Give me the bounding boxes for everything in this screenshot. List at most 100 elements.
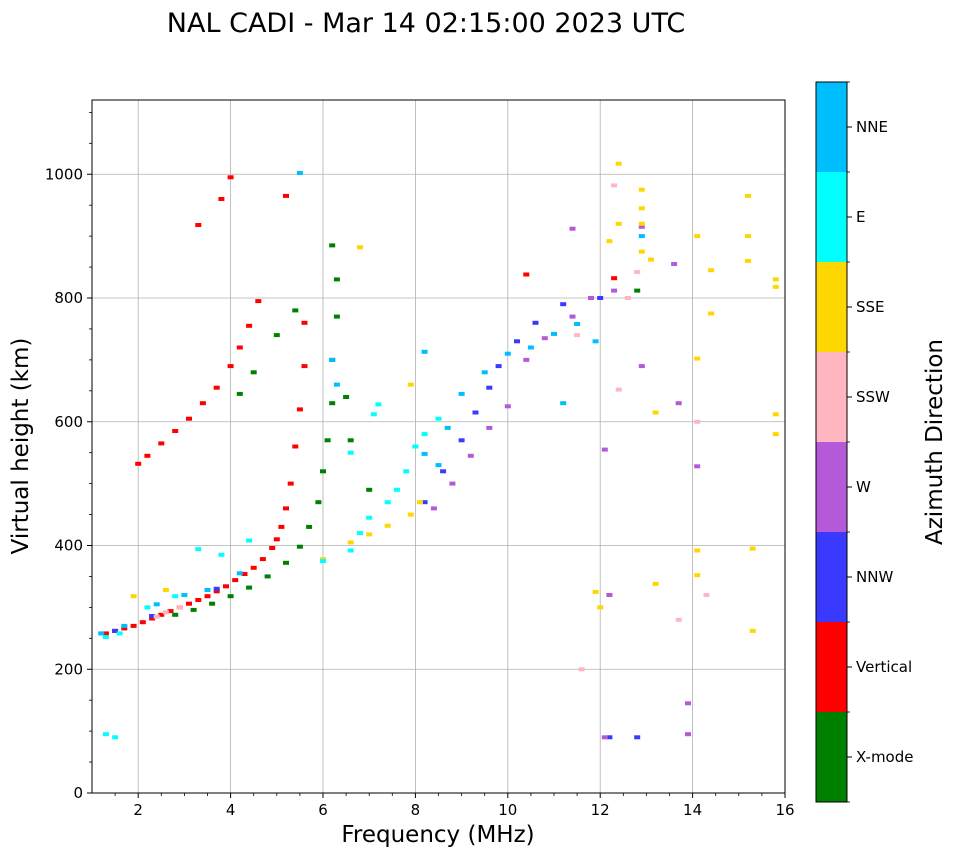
data-point-e [403, 469, 410, 474]
data-point-ssw [611, 183, 618, 188]
x-tick-label: 14 [683, 801, 702, 819]
data-point-vertical [213, 589, 220, 594]
colorbar-tick-label: X-mode [856, 748, 913, 766]
data-point-sse [417, 500, 423, 505]
data-point-sse [606, 239, 613, 244]
data-point-vertical [241, 572, 248, 576]
colorbar-label: Azimuth Direction [922, 339, 948, 545]
colorbar: X-mode Vertical NNW W SSW SSE E NNE [816, 81, 913, 803]
data-point-nnw [514, 339, 520, 344]
data-point-nne [296, 171, 303, 175]
x-tick-label: 10 [498, 801, 517, 819]
data-point-e [421, 432, 428, 437]
data-point-x-mode [333, 277, 340, 282]
data-point-e [320, 559, 326, 563]
data-point-vertical [195, 598, 202, 602]
data-point-w [638, 364, 645, 369]
x-tick-label: 2 [133, 801, 143, 819]
colorbar-segment-vertical [816, 622, 847, 712]
data-point-e [102, 732, 109, 737]
colorbar-tick-label: W [856, 478, 871, 496]
data-point-vertical [121, 626, 128, 631]
data-point-w [606, 593, 613, 597]
data-point-nne [435, 463, 442, 468]
data-point-vertical [296, 407, 303, 412]
data-point-ssw [703, 593, 710, 597]
data-point-e [412, 444, 419, 449]
colorbar-segment-sse [816, 262, 847, 352]
colorbar-segment-ssw [816, 352, 847, 442]
data-point-sse [597, 605, 604, 610]
data-point-w [569, 226, 576, 231]
data-point-nne [329, 357, 336, 362]
data-point-ssw [578, 667, 585, 672]
y-tick-label: 400 [54, 537, 83, 555]
data-point-x-mode [634, 288, 641, 293]
data-point-nnw [458, 438, 465, 443]
data-point-x-mode [296, 544, 303, 549]
data-point-nnw [532, 320, 539, 325]
data-point-vertical [172, 429, 179, 433]
data-point-w [638, 224, 645, 229]
data-point-x-mode [283, 560, 289, 565]
y-tick-label: 800 [54, 289, 83, 307]
data-point-ssw [162, 610, 169, 615]
data-point-x-mode [329, 401, 336, 406]
data-point-ssw [176, 605, 183, 610]
data-point-sse [162, 588, 169, 592]
data-point-w [694, 464, 701, 469]
data-point-nne [421, 349, 428, 354]
colorbar-frame [815, 81, 848, 803]
data-point-x-mode [292, 308, 299, 313]
data-point-x-mode [250, 370, 257, 375]
colorbar-tick-label: SSE [856, 298, 885, 316]
data-point-vertical [130, 623, 137, 628]
data-point-nne [204, 588, 211, 592]
data-point-e [435, 416, 442, 421]
data-point-vertical [102, 631, 109, 636]
data-point-sse [648, 257, 654, 262]
data-point-nnw [440, 469, 447, 474]
data-point-x-mode [324, 438, 331, 443]
colorbar-tick-label: SSW [856, 388, 890, 406]
data-point-vertical [227, 364, 234, 369]
colorbar-segment-x-mode [816, 712, 847, 802]
data-point-x-mode [209, 601, 216, 606]
colorbar-tick-label: NNE [856, 118, 888, 136]
data-point-sse [638, 249, 645, 254]
data-point-nne [236, 571, 243, 576]
data-point-vertical [199, 401, 206, 406]
data-point-ssw [624, 296, 631, 300]
data-point-w [675, 401, 682, 406]
data-point-nnw [634, 735, 641, 740]
data-point-x-mode [320, 469, 326, 474]
data-point-sse [407, 382, 414, 387]
data-point-nne [98, 631, 105, 636]
data-point-w [430, 506, 437, 511]
data-point-sse [592, 589, 599, 594]
data-point-e [195, 547, 202, 552]
data-point-x-mode [343, 395, 350, 399]
data-point-nnw [560, 302, 567, 307]
data-point-sse [130, 594, 137, 599]
x-axis-label: Frequency (MHz) [341, 822, 534, 848]
x-tick-label: 12 [591, 801, 610, 819]
data-point-nne [527, 345, 534, 350]
data-point-vertical [259, 557, 266, 562]
data-point-sse [638, 206, 645, 211]
data-point-x-mode [366, 487, 373, 492]
data-point-x-mode [306, 524, 313, 529]
data-point-vertical [523, 272, 530, 277]
data-point-w [671, 262, 678, 266]
data-point-vertical [283, 506, 289, 511]
data-point-e [112, 735, 119, 740]
y-tick-label: 1000 [45, 165, 83, 183]
data-point-e [370, 412, 377, 417]
data-point-vertical [227, 175, 234, 180]
data-point-vertical [255, 299, 262, 304]
data-point-sse [347, 540, 354, 545]
data-point-x-mode [273, 333, 280, 338]
data-point-vertical [158, 441, 165, 446]
plot-area [92, 100, 785, 793]
